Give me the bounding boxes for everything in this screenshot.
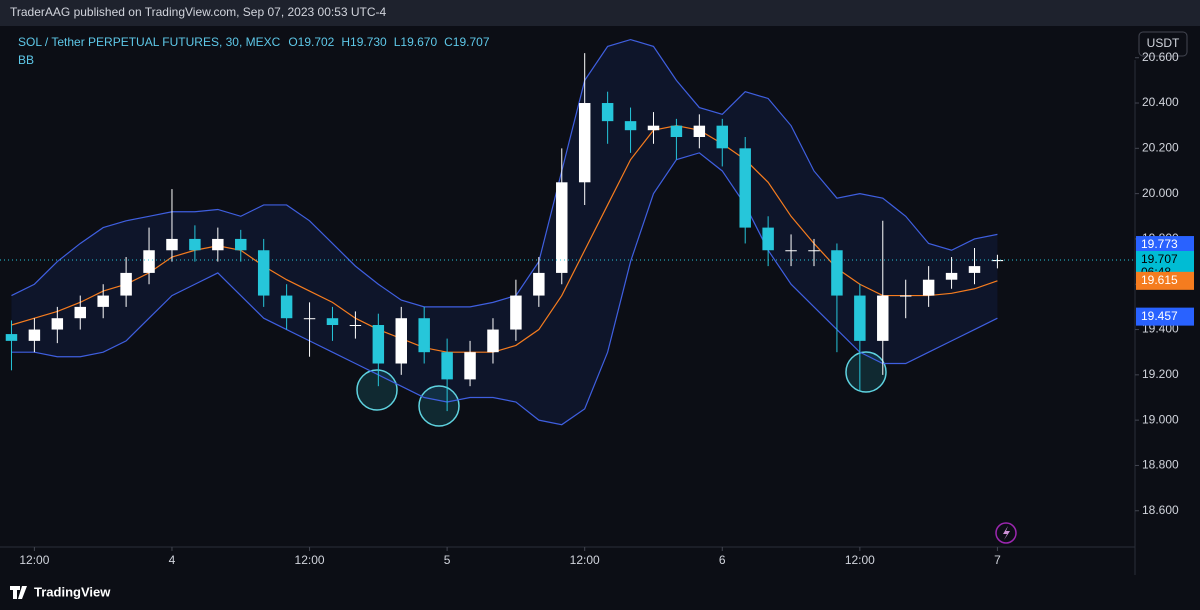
candle-body [877, 295, 889, 341]
candle-body [808, 250, 820, 252]
candle-body [601, 103, 614, 122]
candle-body [143, 250, 155, 273]
alert-icon[interactable] [995, 522, 1017, 544]
tv-logo [10, 586, 27, 599]
candle-body [785, 250, 797, 252]
candle-body [395, 318, 407, 364]
x-tick-label: 12:00 [19, 553, 49, 567]
x-tick-label: 4 [169, 553, 176, 567]
candle-body [235, 238, 247, 251]
candle-body [945, 272, 958, 280]
candle-body [968, 266, 981, 273]
candle-body [189, 238, 201, 251]
plot-area [5, 38, 1004, 427]
price-marker [1136, 307, 1194, 326]
y-tick-label: 20.400 [1142, 95, 1179, 109]
footer-bar [0, 578, 1200, 610]
candle-body [28, 329, 41, 341]
y-tick-label: 19.000 [1142, 412, 1179, 426]
candle-body [762, 227, 774, 251]
price-marker-label: 19.615 [1141, 273, 1178, 287]
candle-body [739, 148, 751, 228]
candle-body [97, 295, 109, 307]
x-tick-label: 5 [444, 553, 451, 567]
x-tick-label: 7 [994, 553, 1001, 567]
band-fill [11, 39, 998, 425]
candle-body [280, 295, 293, 319]
y-tick-label: 20.600 [1142, 50, 1179, 64]
candle-body [716, 125, 729, 149]
candle-body [257, 250, 270, 296]
band-line [11, 152, 998, 426]
candle-body [922, 279, 935, 296]
x-tick-label: 12:00 [845, 553, 875, 567]
candle-body [854, 295, 866, 341]
y-tick-label: 18.800 [1142, 458, 1179, 472]
y-tick-label: 20.200 [1142, 140, 1179, 154]
price-marker [1136, 271, 1194, 290]
candle-body [693, 125, 706, 137]
annotation-circle [356, 369, 398, 411]
candle-body [831, 250, 843, 296]
candle-body [303, 318, 316, 320]
footer-brand: TradingView [34, 584, 111, 599]
x-tick-label: 12:00 [295, 553, 325, 567]
candle-body [647, 125, 660, 131]
price-marker-label: 19.457 [1141, 309, 1178, 323]
alert-bolt [1003, 526, 1010, 540]
candle-body [510, 295, 522, 330]
top-bar [0, 0, 1200, 26]
candle-body [991, 259, 1004, 262]
ohlc-value: C19.707 [444, 35, 490, 49]
candle-body [487, 329, 499, 353]
candle-body [418, 318, 430, 353]
candle-body [51, 318, 64, 330]
ohlc-value: L19.670 [394, 35, 438, 49]
ohlc-value: H19.730 [341, 35, 387, 49]
candle-body [372, 325, 385, 364]
price-marker-label: 19.707 [1141, 252, 1178, 266]
price-marker-label: 19.773 [1141, 237, 1178, 251]
candle-body [120, 272, 132, 296]
candle-body [556, 182, 568, 273]
band-line [11, 38, 998, 308]
candle-body [74, 306, 86, 319]
publish-header: TraderAAG published on TradingView.com, … [10, 5, 387, 19]
ohlc-value: O19.702 [288, 35, 334, 49]
symbol-title: SOL / Tether PERPETUAL FUTURES, 30, MEXC [18, 35, 281, 49]
candle-body [441, 352, 453, 380]
y-tick-label: 18.600 [1142, 503, 1179, 517]
currency-button[interactable] [1138, 31, 1188, 57]
annotation-circle [845, 351, 887, 393]
candle-body [5, 334, 18, 341]
candle-body [212, 238, 224, 251]
candle-body [624, 121, 637, 131]
y-tick-label: 19.200 [1142, 367, 1179, 381]
candle-body [166, 238, 178, 251]
candle-body [899, 295, 912, 297]
candle-body [349, 325, 362, 327]
candle-body [533, 272, 545, 296]
y-tick-label: 20.000 [1142, 186, 1179, 200]
x-tick-label: 12:00 [570, 553, 600, 567]
x-tick-label: 6 [719, 553, 726, 567]
price-marker [1136, 236, 1194, 255]
annotation-circle [418, 385, 460, 427]
candle-body [578, 103, 591, 183]
candle-body [670, 125, 683, 137]
candle-body [464, 352, 476, 380]
currency-label[interactable]: USDT [1147, 36, 1180, 50]
candle-body [326, 318, 339, 326]
indicator-label: BB [18, 53, 34, 67]
